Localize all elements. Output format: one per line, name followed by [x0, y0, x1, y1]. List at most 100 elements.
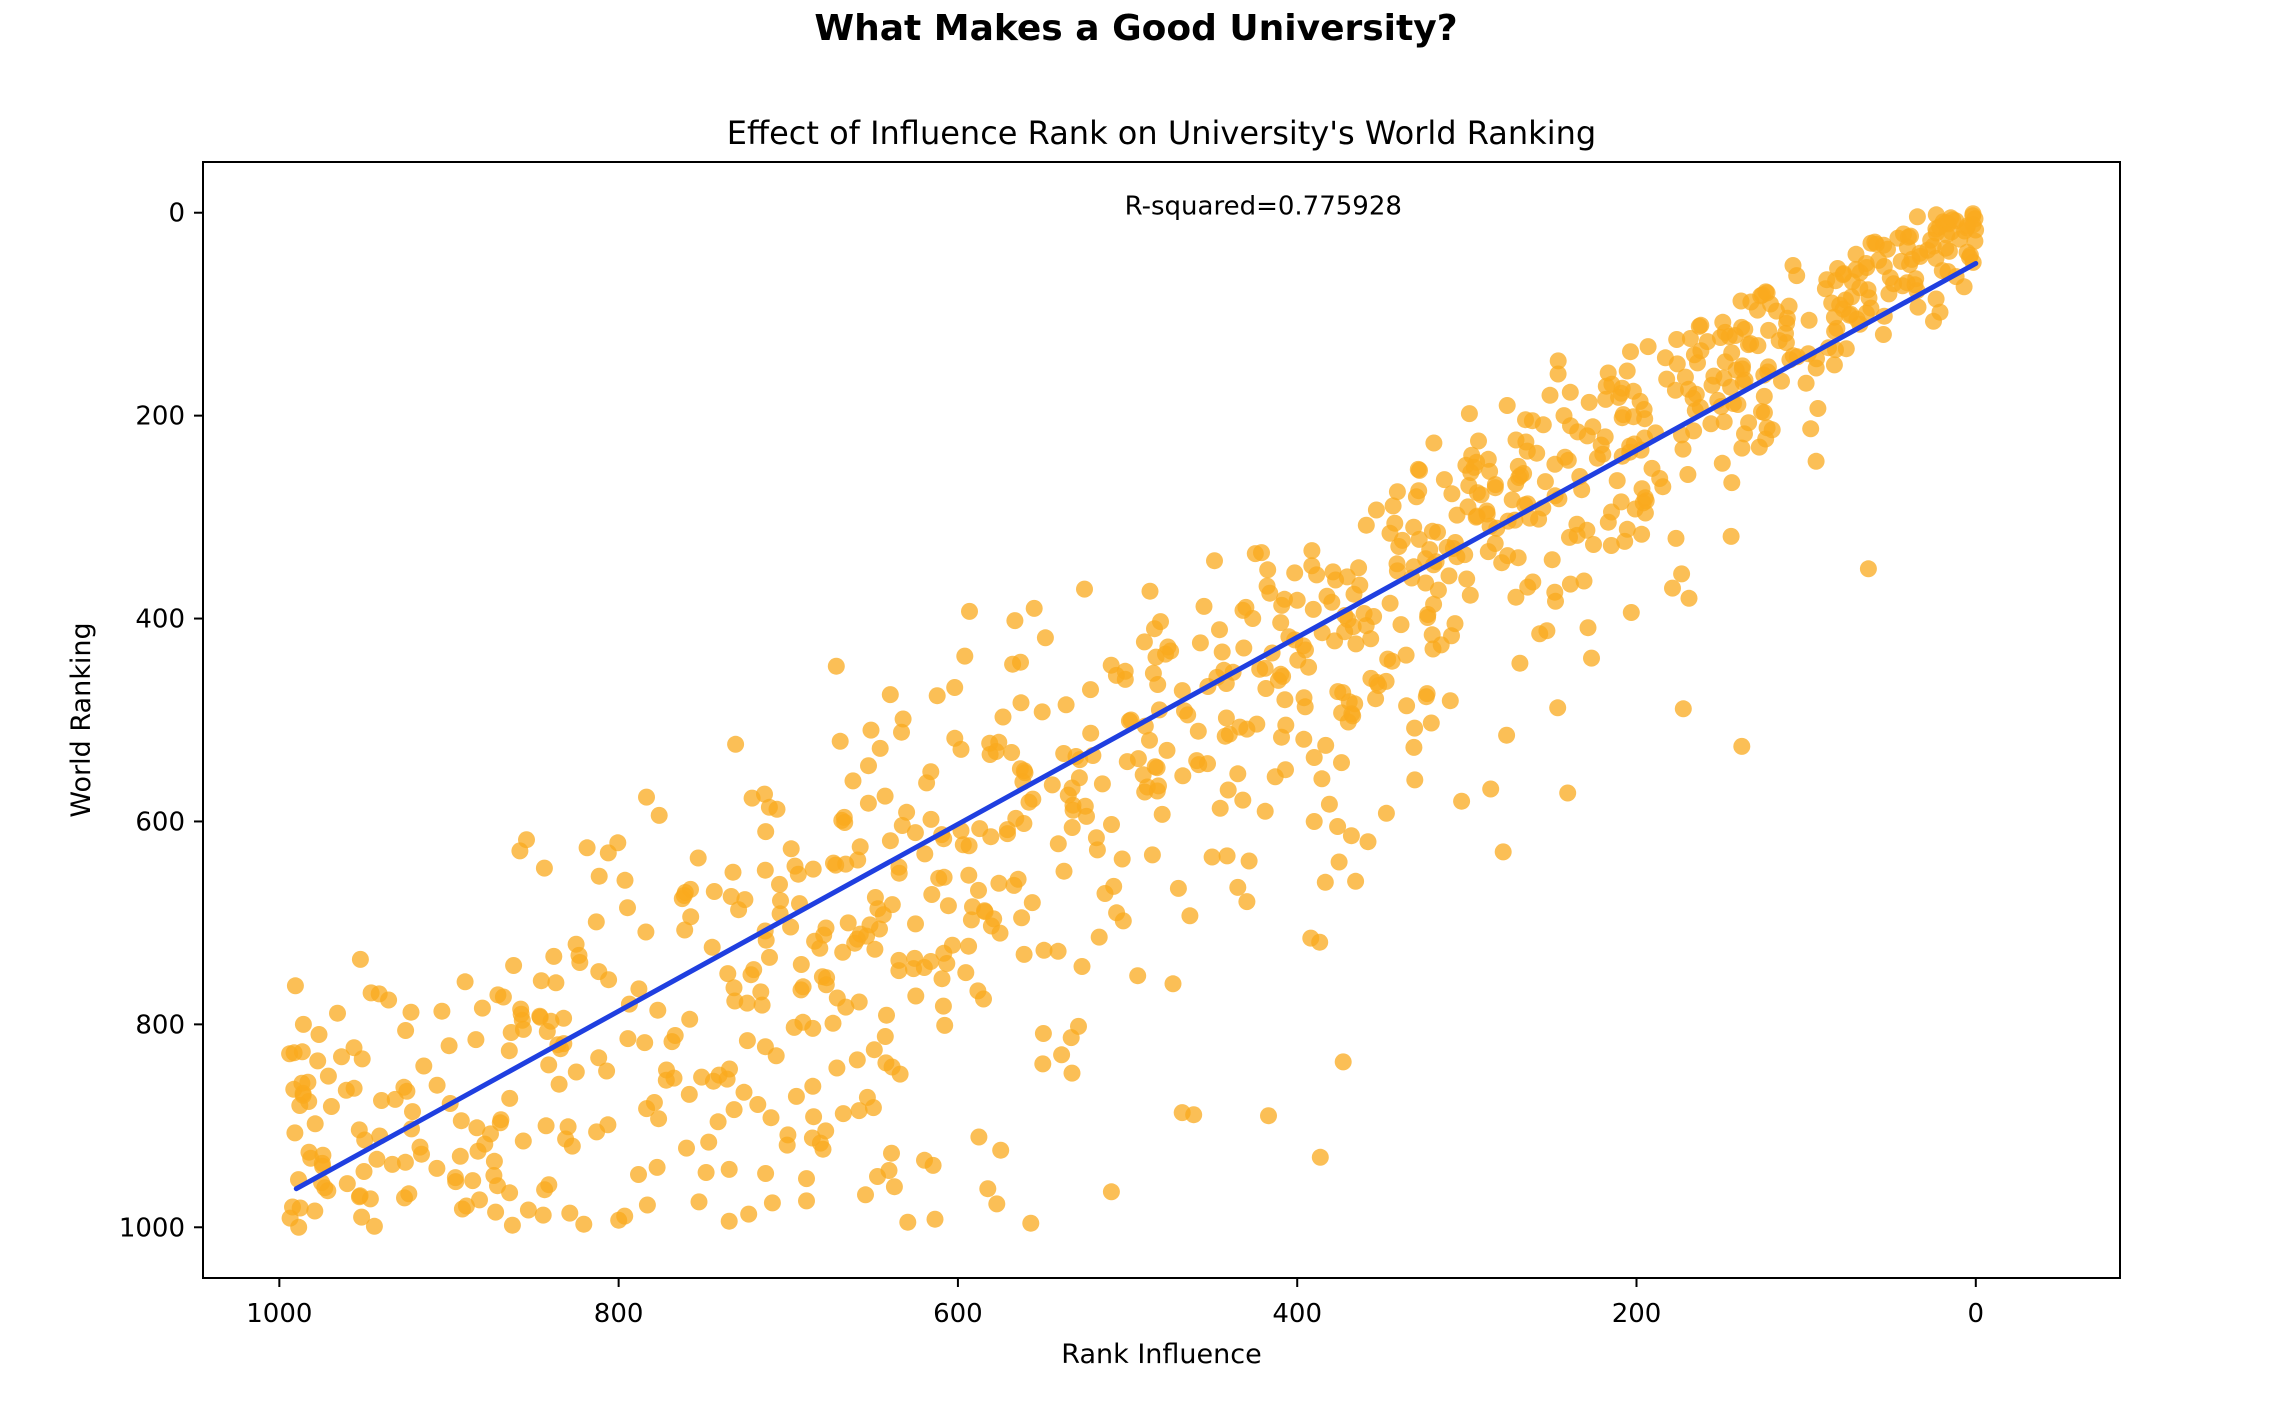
scatter-point — [1580, 393, 1598, 411]
scatter-point — [1063, 819, 1081, 836]
scatter-point — [1702, 415, 1720, 433]
scatter-point — [876, 1028, 894, 1045]
scatter-point — [1015, 945, 1033, 963]
scatter-point — [1203, 848, 1221, 866]
scatter-point — [906, 824, 924, 842]
scatter-point — [337, 1081, 355, 1099]
scatter-point — [535, 859, 553, 877]
scatter-point — [1722, 527, 1740, 545]
scatter-point — [697, 1164, 715, 1181]
scatter-point — [563, 1137, 581, 1155]
scatter-point — [386, 1090, 404, 1108]
scatter-point — [981, 746, 999, 763]
scatter-point — [1323, 593, 1341, 611]
scatter-point — [907, 987, 925, 1005]
scatter-point — [960, 937, 978, 955]
scatter-point — [1536, 473, 1554, 491]
scatter-point — [1664, 579, 1681, 597]
scatter-point — [1367, 501, 1385, 519]
scatter-point — [1406, 719, 1424, 737]
y-tick-label: 1000 — [119, 1213, 185, 1243]
scatter-point — [1507, 588, 1525, 606]
scatter-point — [957, 964, 975, 982]
scatter-point — [859, 794, 877, 812]
scatter-point — [1859, 560, 1877, 578]
scatter-point — [1078, 807, 1095, 825]
scatter-point — [396, 1189, 413, 1207]
scatter-point — [1575, 572, 1593, 590]
scatter-point — [1722, 378, 1740, 396]
scatter-point — [778, 1136, 796, 1154]
scatter-point — [1305, 749, 1323, 766]
scatter-point — [926, 1210, 944, 1228]
scatter-point — [1316, 873, 1334, 891]
scatter-point — [1384, 497, 1402, 515]
scatter-point — [1498, 397, 1516, 414]
scatter-point — [1938, 226, 1956, 244]
scatter-point — [1755, 404, 1773, 422]
scatter-point — [501, 1089, 519, 1107]
scatter-point — [1148, 759, 1166, 777]
scatter-point — [550, 1075, 568, 1093]
scatter-point — [1146, 620, 1163, 638]
scatter-point — [1035, 941, 1053, 959]
scatter-point — [1013, 909, 1031, 927]
scatter-point — [749, 1096, 767, 1113]
scatter-point — [1429, 523, 1446, 541]
scatter-point — [319, 1182, 337, 1200]
scatter-point — [1411, 461, 1428, 479]
scatter-point — [1940, 242, 1958, 260]
scatter-point — [1276, 691, 1294, 709]
scatter-point — [1749, 337, 1767, 355]
scatter-point — [1082, 681, 1099, 699]
scatter-point — [1096, 885, 1114, 902]
scatter-point — [1211, 799, 1229, 817]
scatter-point — [676, 921, 694, 939]
scatter-point — [1179, 706, 1197, 724]
scatter-point — [718, 1070, 736, 1088]
scatter-point — [1020, 793, 1038, 811]
scatter-point — [866, 940, 884, 958]
scatter-point — [1251, 660, 1269, 678]
scatter-point — [1181, 907, 1199, 925]
scatter-point — [805, 1108, 823, 1126]
scatter-point — [383, 1155, 401, 1173]
scatter-point — [839, 914, 857, 932]
scatter-point — [722, 888, 740, 905]
scatter-point — [704, 1072, 722, 1090]
scatter-point — [1136, 783, 1154, 801]
scatter-point — [1398, 697, 1416, 715]
scatter-point — [1894, 277, 1912, 295]
scatter-point — [294, 1015, 312, 1033]
scatter-point — [1429, 581, 1447, 599]
scatter-point — [451, 1147, 469, 1165]
scatter-point — [762, 1109, 780, 1127]
scatter-point — [501, 1184, 519, 1202]
scatter-point — [834, 1105, 852, 1123]
scatter-point — [1367, 690, 1385, 708]
scatter-point — [1498, 726, 1516, 744]
scatter-point — [1003, 744, 1021, 761]
scatter-point — [1218, 847, 1236, 865]
scatter-point — [782, 918, 800, 936]
scatter-point — [487, 1203, 505, 1221]
scatter-point — [1788, 267, 1806, 285]
scatter-point — [567, 1063, 585, 1081]
scatter-point — [1235, 639, 1253, 657]
x-axis-label: Rank Influence — [1061, 1339, 1261, 1370]
scatter-point — [469, 1142, 487, 1160]
scatter-point — [1286, 564, 1304, 582]
scatter-point — [1616, 532, 1634, 550]
scatter-point — [738, 1032, 756, 1050]
scatter-point — [467, 1031, 485, 1049]
scatter-point — [471, 1191, 488, 1209]
scatter-point — [874, 906, 892, 924]
y-axis-label: World Ranking — [66, 622, 97, 817]
scatter-point — [1261, 584, 1279, 602]
scatter-point — [923, 886, 941, 903]
scatter-point — [1908, 208, 1926, 226]
scatter-point — [1667, 529, 1685, 547]
scatter-point — [1925, 312, 1942, 330]
scatter-point — [893, 723, 910, 741]
scatter-point — [1448, 506, 1466, 524]
